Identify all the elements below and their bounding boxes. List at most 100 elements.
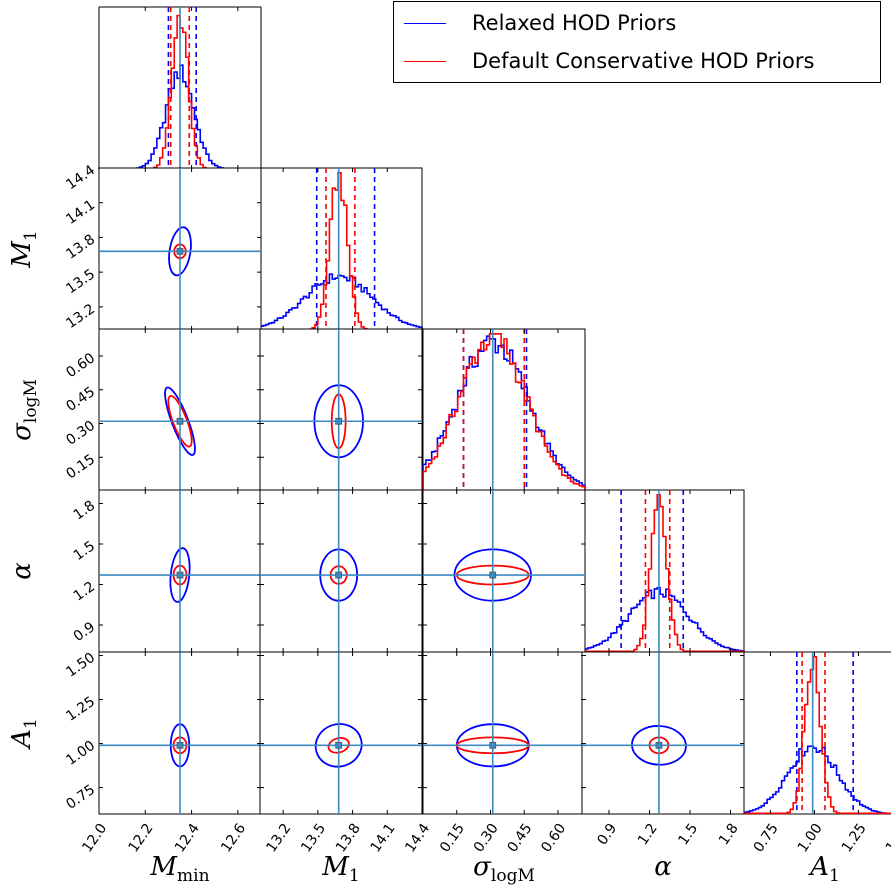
legend: Relaxed HOD Priors Default Conservative … [393, 1, 881, 83]
x-tick-label: 13.2 [263, 821, 294, 856]
y-tick-label: 1.00 [63, 738, 98, 769]
contour-ellipse-default [327, 737, 350, 754]
x-axis-label-alpha: α [654, 852, 672, 882]
truth-marker [176, 741, 184, 749]
y-tick-label: 0.15 [63, 451, 98, 482]
contour-ellipse-relaxed [314, 723, 363, 768]
x-tick-label: 0.30 [471, 821, 502, 856]
x-tick-label: 0.60 [538, 821, 569, 856]
panel-alpha-hist [581, 489, 745, 653]
legend-item-default: Default Conservative HOD Priors [404, 46, 814, 76]
x-axis-label-alpha-main: α [654, 852, 672, 882]
truth-marker [335, 417, 343, 425]
truth-marker [335, 571, 343, 579]
y-tick-label: 1.2 [71, 579, 98, 605]
histogram-default [743, 656, 891, 815]
y-tick-label: 1.8 [71, 498, 98, 524]
x-tick-label: 1.00 [795, 821, 826, 856]
panel-M1-vs-alpha [259, 489, 423, 653]
y-tick-label: 13.2 [63, 301, 98, 332]
panel-Mmin-hist [98, 6, 262, 170]
y-tick-label: 1.50 [63, 650, 98, 681]
y-tick-label: 1.25 [63, 694, 98, 725]
y-axis-label-sigma_logM-main: σ [7, 422, 37, 441]
x-tick-label: 14.4 [402, 821, 433, 856]
truth-marker [655, 741, 663, 749]
truth-marker [489, 741, 497, 749]
x-tick-label: 12.2 [126, 821, 157, 856]
panel-Mmin-vs-alpha [98, 489, 262, 653]
x-tick-label: 0.15 [437, 821, 468, 856]
y-axis-label-sigma_logM-subscript: logM [21, 379, 41, 423]
contour-ellipse-relaxed [169, 547, 191, 603]
contour-ellipse-relaxed [631, 725, 687, 766]
panel-alpha-vs-A1 [581, 651, 745, 815]
panel-A1-hist [743, 651, 891, 815]
panel-M1-hist [259, 167, 423, 331]
x-axis-label-A1: A1 [808, 852, 840, 885]
x-axis-label-Mmin-subscript: min [177, 866, 210, 885]
y-axis-label-A1-subscript: 1 [21, 718, 41, 729]
y-tick-label: 0.60 [63, 350, 98, 381]
x-tick-label: 1.25 [839, 821, 870, 856]
histogram-default [422, 333, 586, 491]
x-tick-label: 13.8 [333, 821, 364, 856]
truth-marker [176, 247, 184, 255]
y-tick-label: 0.45 [63, 384, 98, 415]
x-tick-label: 1.8 [716, 821, 742, 848]
legend-label-default: Default Conservative HOD Priors [472, 49, 815, 73]
x-axis-label-Mmin-main: M [149, 852, 178, 882]
contour-ellipse-relaxed [168, 226, 192, 277]
y-axis-label-M1-main: M [7, 240, 37, 269]
y-axis-label-A1-main: A [7, 729, 37, 750]
panel-frame [259, 489, 423, 653]
x-tick-label: 1.50 [883, 821, 891, 856]
panel-frame [422, 489, 586, 653]
y-tick-label: 14.1 [63, 197, 98, 228]
contour-ellipse-default [167, 395, 193, 448]
panel-sigma_logM-vs-A1 [422, 651, 586, 815]
panel-frame [259, 328, 423, 492]
y-tick-label: 1.5 [71, 538, 98, 564]
x-tick-label: 0.45 [505, 821, 536, 856]
contour-ellipse-relaxed [164, 386, 196, 456]
x-tick-label: 0.9 [594, 821, 620, 848]
x-axis-label-A1-subscript: 1 [829, 866, 840, 885]
truth-marker [335, 741, 343, 749]
x-tick-label: 1.5 [675, 821, 701, 848]
y-tick-label: 0.9 [71, 619, 98, 645]
histogram-relaxed [581, 586, 745, 652]
y-tick-label: 0.30 [63, 418, 98, 449]
histogram-relaxed [259, 273, 423, 330]
panel-sigma_logM-vs-alpha [422, 489, 586, 653]
y-tick-label: 14.4 [63, 162, 98, 193]
histogram-default [581, 494, 745, 653]
panel-M1-vs-sigma_logM [259, 328, 423, 492]
x-axis-label-A1-main: A [808, 852, 829, 882]
panel-frame [581, 651, 745, 815]
panel-frame [743, 651, 891, 815]
y-axis-label-alpha: α [7, 562, 37, 580]
x-tick-label: 13.5 [298, 821, 329, 856]
panel-frame [259, 651, 423, 815]
legend-swatch-relaxed [404, 22, 446, 24]
panel-Mmin-vs-sigma_logM [98, 328, 262, 492]
legend-swatch-default [404, 60, 446, 62]
x-tick-label: 12.0 [79, 821, 110, 856]
panel-Mmin-vs-M1 [98, 167, 262, 331]
y-axis-label-M1-subscript: 1 [21, 230, 41, 241]
truth-marker [176, 417, 184, 425]
y-axis-label-alpha-main: α [7, 562, 37, 580]
x-tick-label: 1.2 [635, 821, 661, 848]
x-axis-label-sigma_logM-subscript: logM [491, 866, 535, 885]
panel-frame [422, 651, 586, 815]
panel-Mmin-vs-A1 [98, 651, 262, 815]
y-tick-label: 13.5 [63, 266, 98, 297]
x-axis-label-sigma_logM-main: σ [473, 852, 492, 882]
truth-marker [176, 571, 184, 579]
x-tick-label: 12.4 [172, 821, 203, 856]
legend-label-relaxed: Relaxed HOD Priors [472, 11, 677, 35]
x-axis-label-M1: M1 [321, 852, 359, 885]
legend-item-relaxed: Relaxed HOD Priors [404, 8, 676, 38]
